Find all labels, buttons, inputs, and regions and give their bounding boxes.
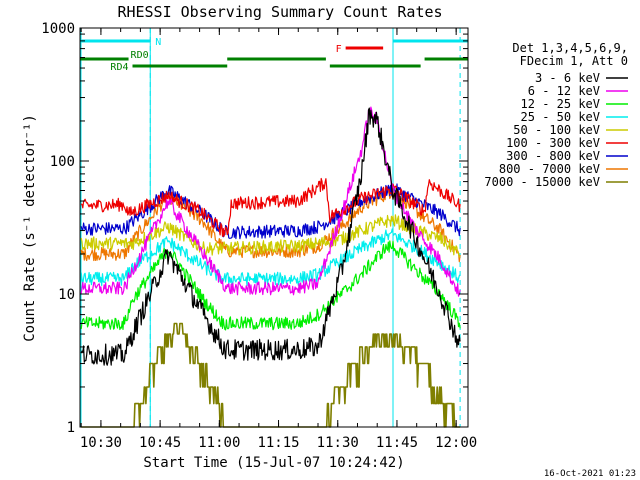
- plot-frame: [79, 27, 469, 428]
- series-line-2: [80, 240, 461, 331]
- series-line-1: [80, 106, 461, 297]
- legend-label-5: 100 - 300 keV: [506, 136, 600, 150]
- series-line-5: [80, 177, 461, 237]
- x-axis-ticks: 10:30 10:45 11:00 11:15 11:30 11:45 12:00: [80, 28, 477, 451]
- legend-label-7: 800 - 7000 keV: [499, 162, 600, 176]
- x-tick-label-4: 11:30: [317, 435, 359, 451]
- series-layer: [80, 106, 461, 428]
- legend-label-0: 3 - 6 keV: [535, 71, 600, 85]
- series-line-4: [80, 214, 461, 258]
- legend-label-1: 6 - 12 keV: [528, 84, 600, 98]
- x-tick-label-6: 12:00: [435, 435, 477, 451]
- vertical-markers: [80, 28, 461, 427]
- series-line-3: [80, 228, 461, 287]
- y-axis-label: Count Rate (s⁻¹ detector⁻¹): [22, 114, 38, 342]
- x-tick-label-2: 11:00: [198, 435, 240, 451]
- footer-date: 16-Oct-2021 01:23: [544, 469, 636, 479]
- y-tick-label-1: 10: [58, 287, 75, 303]
- legend-label-8: 7000 - 15000 keV: [484, 175, 600, 189]
- legend-label-4: 50 - 100 keV: [513, 123, 600, 137]
- legend-label-3: 25 - 50 keV: [521, 110, 600, 124]
- flag-label-n: N: [155, 37, 161, 48]
- x-tick-label-5: 11:45: [376, 435, 418, 451]
- series-line-0: [80, 107, 461, 366]
- x-tick-label-0: 10:30: [80, 435, 122, 451]
- legend-title-line-1: Det 1,3,4,5,6,9,: [512, 41, 628, 55]
- x-tick-label-3: 11:15: [257, 435, 299, 451]
- flag-label-f: F: [336, 44, 342, 55]
- y-axis-ticks: 1 10 100 1000: [41, 21, 468, 436]
- x-axis-label: Start Time (15-Jul-07 10:24:42): [143, 455, 404, 471]
- y-tick-label-2: 100: [50, 154, 75, 170]
- series-line-6: [80, 183, 461, 240]
- y-tick-label-3: 1000: [41, 21, 75, 37]
- chart-title: RHESSI Observing Summary Count Rates: [117, 3, 442, 21]
- x-tick-label-1: 10:45: [139, 435, 181, 451]
- legend-label-6: 300 - 800 keV: [506, 149, 600, 163]
- legend-label-2: 12 - 25 keV: [521, 97, 600, 111]
- legend-title-line-2: FDecim 1, Att 0: [520, 54, 628, 68]
- y-tick-label-0: 1: [67, 420, 75, 436]
- flag-label-rd4: RD4: [110, 62, 128, 73]
- flag-label-rd0: RD0: [131, 50, 149, 61]
